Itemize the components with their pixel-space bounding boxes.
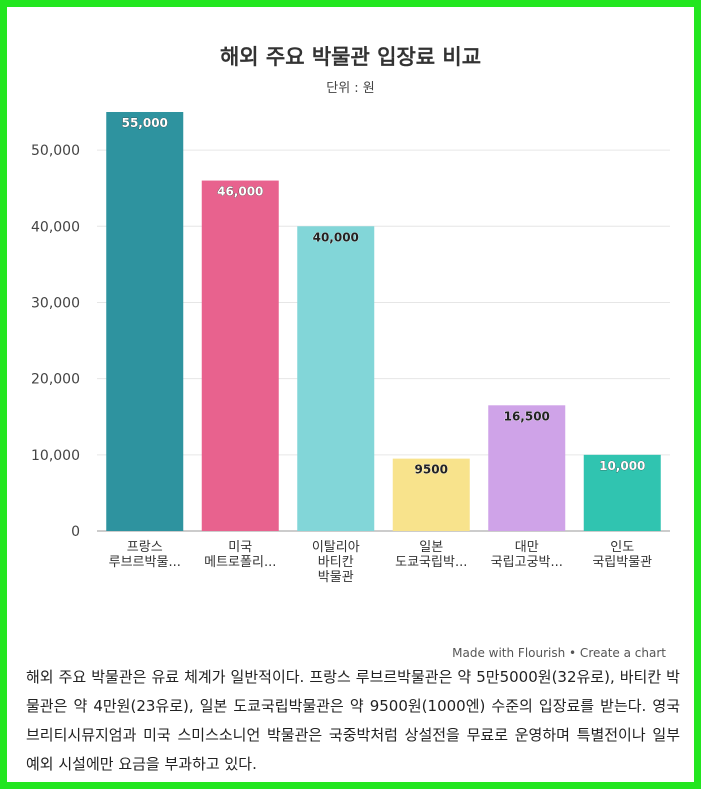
bar[interactable] xyxy=(392,458,470,531)
y-tick-label: 30,000 xyxy=(31,295,80,311)
bar-value-label: 9500 xyxy=(415,463,448,477)
chart-subtitle: 단위 : 원 xyxy=(326,81,375,96)
x-tick-label: 박물관 xyxy=(318,570,354,585)
x-tick-label: 프랑스 xyxy=(127,540,163,555)
article-caption: 해외 주요 박물관은 유료 체계가 일반적이다. 프랑스 루브르박물관은 약 5… xyxy=(26,668,680,773)
y-tick-label: 20,000 xyxy=(31,372,80,388)
bar[interactable] xyxy=(201,180,279,531)
bar-value-label: 16,500 xyxy=(504,409,550,423)
x-tick-label: 루브르박물... xyxy=(109,555,181,570)
y-tick-label: 10,000 xyxy=(31,448,80,464)
y-tick-label: 50,000 xyxy=(31,143,80,159)
x-tick-label: 이탈리아 xyxy=(312,540,360,555)
bar[interactable] xyxy=(297,226,375,532)
x-tick-label: 도쿄국립박... xyxy=(395,555,467,570)
flourish-credit-link[interactable]: Made with Flourish • Create a chart xyxy=(452,646,666,660)
x-tick-label: 대만 xyxy=(515,540,539,555)
y-tick-label: 0 xyxy=(71,524,80,540)
x-tick-label: 일본 xyxy=(419,540,443,555)
chart-title: 해외 주요 박물관 입장료 비교 xyxy=(219,45,482,69)
x-tick-label: 인도 xyxy=(610,540,634,555)
bar[interactable] xyxy=(583,454,661,531)
x-tick-label: 메트로폴리... xyxy=(204,555,276,570)
bar[interactable] xyxy=(106,112,184,531)
x-tick-label: 미국 xyxy=(228,540,252,555)
bar-value-label: 10,000 xyxy=(599,459,645,473)
x-tick-label: 바티칸 xyxy=(318,555,354,570)
x-tick-label: 국립박물관 xyxy=(592,555,652,570)
bar-value-label: 46,000 xyxy=(217,185,263,199)
bar-value-label: 40,000 xyxy=(313,230,359,244)
x-tick-label: 국립고궁박... xyxy=(491,555,563,570)
bar[interactable] xyxy=(488,405,566,531)
bar-chart: 0 10,000 20,000 30,000 40,000 50,000 55,000 프랑스… xyxy=(31,112,670,585)
bar-value-label: 55,000 xyxy=(122,116,168,130)
y-tick-label: 40,000 xyxy=(31,219,80,235)
